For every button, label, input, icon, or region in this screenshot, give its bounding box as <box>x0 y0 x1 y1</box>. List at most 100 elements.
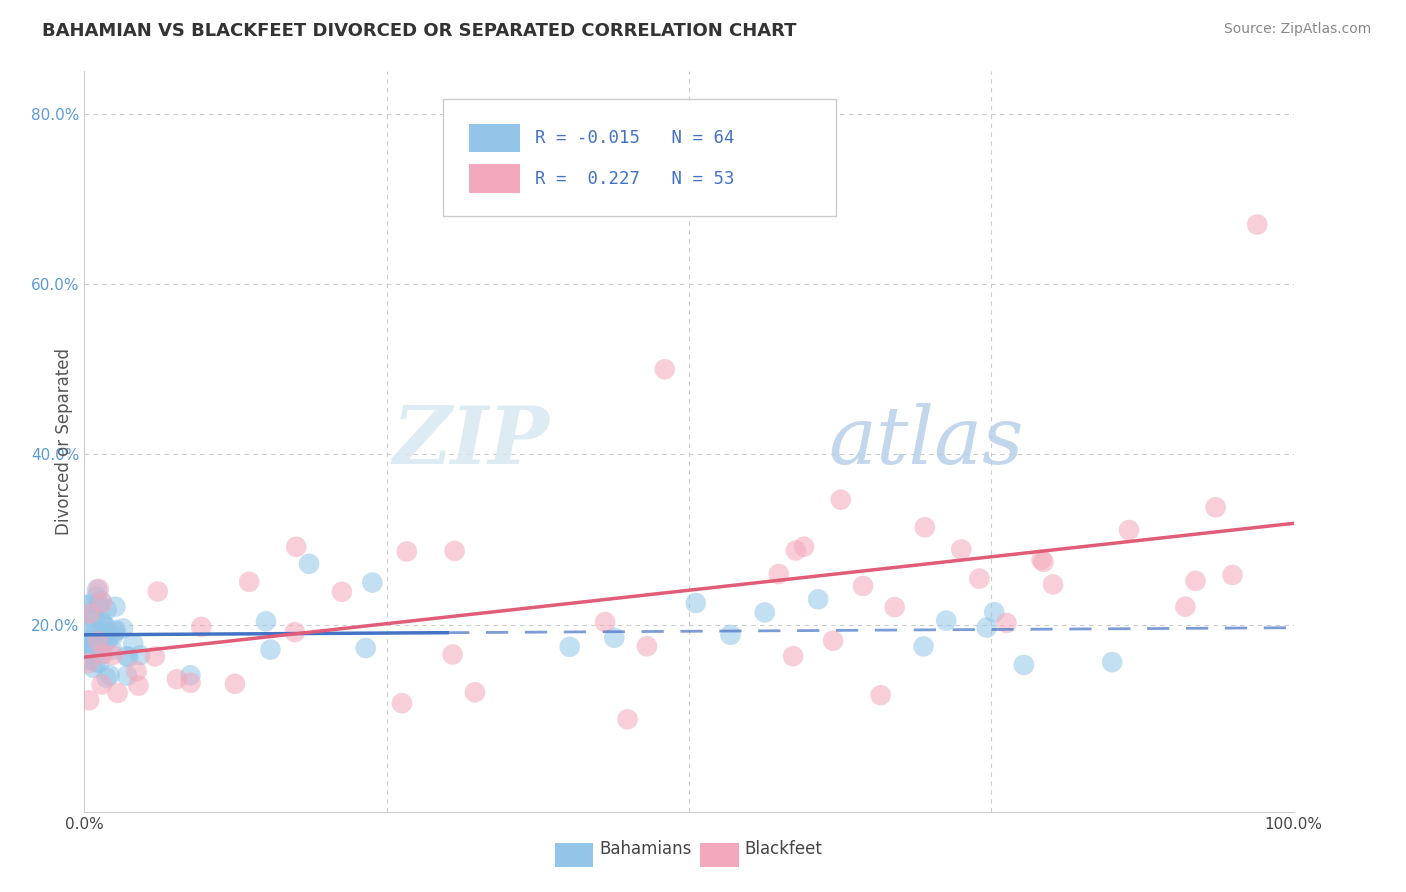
Point <box>115 649 138 664</box>
Point <box>87 582 110 596</box>
Point <box>830 492 852 507</box>
Point <box>111 622 134 636</box>
Text: R = -0.015   N = 64: R = -0.015 N = 64 <box>536 129 735 147</box>
Point <box>1118 523 1140 537</box>
Point <box>1031 552 1053 566</box>
Point <box>768 567 790 582</box>
Point <box>143 649 166 664</box>
Point <box>75 598 97 612</box>
Point <box>86 625 108 640</box>
Point <box>1032 555 1054 569</box>
Point <box>146 584 169 599</box>
Point <box>654 362 676 376</box>
Text: Bahamians: Bahamians <box>599 839 692 858</box>
Point <box>443 544 465 558</box>
Point <box>117 649 139 664</box>
Point <box>558 640 581 654</box>
FancyBboxPatch shape <box>443 99 837 216</box>
Text: ZIP: ZIP <box>394 403 550 480</box>
Text: BAHAMIAN VS BLACKFEET DIVORCED OR SEPARATED CORRELATION CHART: BAHAMIAN VS BLACKFEET DIVORCED OR SEPARA… <box>42 22 797 40</box>
Point <box>1205 500 1227 515</box>
Point <box>720 628 742 642</box>
Point <box>79 652 101 666</box>
Text: Source: ZipAtlas.com: Source: ZipAtlas.com <box>1223 22 1371 37</box>
Point <box>361 575 384 590</box>
Point <box>91 596 114 610</box>
Point <box>254 615 277 629</box>
Point <box>94 619 117 633</box>
Point <box>807 592 830 607</box>
Point <box>129 648 152 663</box>
Point <box>89 656 111 670</box>
Point <box>754 606 776 620</box>
Point <box>96 634 118 648</box>
Point <box>87 634 110 648</box>
Point <box>86 582 108 597</box>
Point <box>976 621 998 635</box>
Point <box>180 675 202 690</box>
Point <box>104 624 127 639</box>
Text: Blackfeet: Blackfeet <box>745 839 823 858</box>
Point <box>1042 577 1064 591</box>
Point <box>793 540 815 554</box>
Point <box>87 632 110 647</box>
Point <box>224 677 246 691</box>
Point <box>89 639 111 653</box>
Point <box>115 668 138 682</box>
Point <box>75 637 97 651</box>
Point <box>93 624 115 639</box>
Point <box>76 641 98 656</box>
Point <box>91 648 114 662</box>
Point <box>82 661 104 675</box>
Point <box>77 656 100 670</box>
FancyBboxPatch shape <box>700 843 738 866</box>
Point <box>395 544 418 558</box>
Point <box>90 594 112 608</box>
Point <box>77 693 100 707</box>
Point <box>79 634 101 648</box>
Point <box>125 665 148 679</box>
Point <box>80 605 103 619</box>
Point <box>82 637 104 651</box>
Point <box>93 628 115 642</box>
Point <box>87 599 110 613</box>
Point <box>1246 218 1268 232</box>
FancyBboxPatch shape <box>468 164 520 194</box>
Point <box>914 520 936 534</box>
Point <box>883 600 905 615</box>
Point <box>785 543 807 558</box>
Point <box>603 631 626 645</box>
Point <box>77 622 100 636</box>
Point <box>91 615 114 630</box>
Point <box>101 648 124 662</box>
Point <box>298 557 321 571</box>
Point <box>190 620 212 634</box>
Point <box>104 624 127 638</box>
Point <box>391 696 413 710</box>
FancyBboxPatch shape <box>468 124 520 153</box>
FancyBboxPatch shape <box>555 843 593 866</box>
Point <box>285 540 308 554</box>
Point <box>166 672 188 686</box>
Point <box>259 642 281 657</box>
Y-axis label: Divorced or Separated: Divorced or Separated <box>55 348 73 535</box>
Point <box>103 628 125 642</box>
Point <box>107 686 129 700</box>
Point <box>1174 599 1197 614</box>
Point <box>104 599 127 614</box>
Point <box>1222 568 1244 582</box>
Point <box>935 614 957 628</box>
Point <box>464 685 486 699</box>
Text: R =  0.227   N = 53: R = 0.227 N = 53 <box>536 169 735 187</box>
Point <box>593 615 616 629</box>
Point <box>75 634 97 648</box>
Point <box>91 615 114 629</box>
Point <box>79 607 101 621</box>
Point <box>96 602 118 616</box>
Point <box>90 677 112 691</box>
Point <box>83 611 105 625</box>
Point <box>330 584 353 599</box>
Point <box>80 632 103 647</box>
Point <box>96 671 118 685</box>
Point <box>77 599 100 613</box>
